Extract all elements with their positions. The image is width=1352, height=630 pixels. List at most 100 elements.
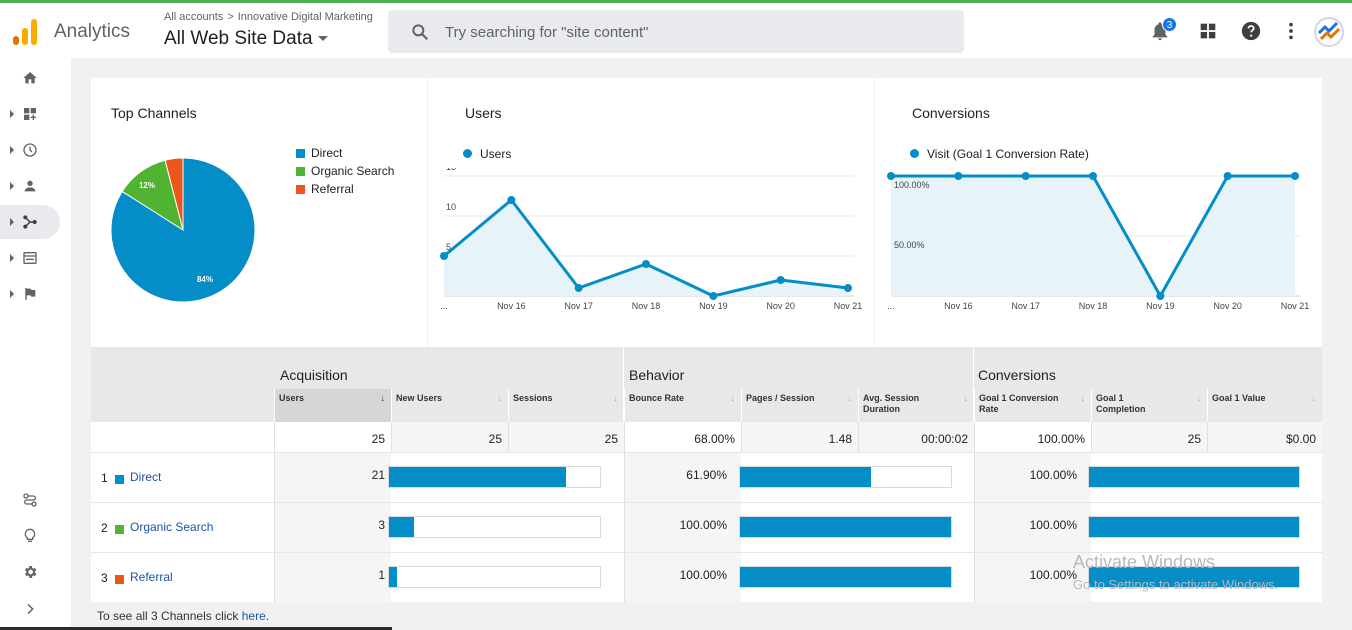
- nav-attribution[interactable]: [0, 483, 60, 517]
- users-legend[interactable]: Users: [463, 147, 511, 161]
- nav-admin[interactable]: [0, 555, 60, 589]
- conversion-rate-fill: [1089, 567, 1299, 587]
- col-sessions[interactable]: Sessions ↓: [508, 389, 624, 422]
- total-users: 25: [274, 422, 391, 452]
- search-input[interactable]: [445, 20, 925, 44]
- data-point-7[interactable]: [844, 284, 852, 292]
- col-avg-session-duration[interactable]: Avg. Session Duration ↓: [858, 389, 974, 422]
- nav-discover[interactable]: [0, 519, 60, 553]
- total-avg-session-duration: 00:00:02: [858, 422, 974, 452]
- nav-expand[interactable]: [0, 592, 60, 626]
- group-acquisition: Acquisition: [280, 367, 348, 383]
- channel-swatch: [115, 575, 124, 584]
- data-point-1[interactable]: [440, 252, 448, 260]
- users-cell: 3: [274, 503, 391, 552]
- analytics-logo-icon[interactable]: [13, 17, 39, 45]
- avatar-logo-icon: [1317, 21, 1341, 41]
- row-index: 2: [101, 521, 108, 535]
- users-value: 1: [378, 568, 385, 582]
- col-users[interactable]: Users ↓: [274, 389, 391, 422]
- users-share-bar: [388, 566, 601, 588]
- data-point-5[interactable]: [709, 292, 718, 300]
- col-new-users[interactable]: New Users ↓: [391, 389, 508, 422]
- caret-down-icon: [317, 36, 328, 42]
- legend-item-referral[interactable]: Referral: [296, 182, 354, 196]
- data-point-6[interactable]: [1223, 172, 1232, 180]
- top-channels-card: Top Channels 84% 12% Direct Organic Searc…: [91, 78, 427, 347]
- col-label: Goal 1 Conversion Rate: [979, 393, 1059, 414]
- col-goal1-completion[interactable]: Goal 1 Completion ↓: [1091, 389, 1207, 422]
- data-point-2[interactable]: [507, 196, 516, 204]
- table-row[interactable]: 3 Referral 1 100.00% 100.00%: [91, 552, 1322, 602]
- property-selector[interactable]: All Web Site Data: [164, 28, 328, 50]
- pie-slice-referral[interactable]: [164, 157, 184, 231]
- data-point-6[interactable]: [776, 276, 785, 284]
- data-point-4[interactable]: [1089, 172, 1097, 180]
- data-point-2[interactable]: [954, 172, 963, 180]
- apps-grid-icon[interactable]: [1197, 20, 1219, 42]
- group-conversions: Conversions: [978, 367, 1056, 383]
- breadcrumb-root[interactable]: All accounts: [164, 11, 224, 23]
- data-point-3[interactable]: [1021, 172, 1030, 180]
- card-title: Top Channels: [111, 105, 197, 121]
- y-tick-label: 10: [446, 202, 456, 212]
- bounce-rate-bar: [739, 466, 952, 488]
- sort-desc-icon: ↓: [1311, 393, 1317, 403]
- pie-label-organic-search: 12%: [139, 181, 155, 190]
- conversion-rate-cell: 100.00%: [974, 453, 1091, 502]
- table-row[interactable]: 2 Organic Search 3 100.00% 100.00%: [91, 502, 1322, 552]
- breadcrumb-account[interactable]: Innovative Digital Marketing: [237, 11, 373, 23]
- table-row[interactable]: 1 Direct 21 61.90% 100.00%: [91, 452, 1322, 502]
- data-point-1[interactable]: [887, 172, 895, 180]
- users-share-fill: [389, 517, 414, 537]
- breadcrumb[interactable]: All accounts > Innovative Digital Marketin…: [164, 11, 373, 23]
- conversions-line-chart[interactable]: 100.00% 50.00%... Nov 16 Nov 17 Nov 18 Nov 19…: [875, 168, 1322, 318]
- nav-conversions[interactable]: [0, 277, 60, 311]
- bounce-rate-fill: [740, 517, 951, 537]
- data-point-5[interactable]: [1156, 292, 1165, 300]
- data-point-3[interactable]: [574, 284, 583, 292]
- y-tick-label: 50.00%: [894, 240, 925, 250]
- data-point-7[interactable]: [1291, 172, 1299, 180]
- col-label: Avg. Session Duration: [863, 393, 920, 414]
- x-tick-label: Nov 21: [1281, 301, 1310, 311]
- total-pages-session: 1.48: [741, 422, 858, 452]
- see-all-channels-link[interactable]: here: [241, 609, 266, 623]
- footer-note-prefix: To see all 3 Channels click: [97, 609, 242, 623]
- nav-customization[interactable]: [0, 97, 60, 131]
- legend-item-direct[interactable]: Direct: [296, 146, 342, 160]
- channel-link[interactable]: Direct: [130, 470, 162, 484]
- help-icon[interactable]: [1240, 20, 1262, 42]
- conversions-legend[interactable]: Visit (Goal 1 Conversion Rate): [910, 147, 1089, 161]
- more-vert-icon[interactable]: [1280, 20, 1302, 42]
- nav-audience[interactable]: [0, 169, 60, 203]
- account-avatar[interactable]: [1314, 17, 1344, 47]
- col-goal1-conversion-rate[interactable]: Goal 1 Conversion Rate ↓: [974, 389, 1091, 422]
- sort-desc-icon: ↓: [730, 393, 736, 403]
- col-pages-session[interactable]: Pages / Session ↓: [741, 389, 858, 422]
- top-accent-line: [0, 0, 1352, 3]
- sort-desc-icon: ↓: [1196, 393, 1202, 403]
- conversions-icon: [25, 288, 36, 300]
- x-tick-label: Nov 17: [564, 301, 593, 311]
- nav-acquisition[interactable]: [0, 205, 60, 239]
- channel-link[interactable]: Organic Search: [130, 520, 214, 534]
- data-point-4[interactable]: [642, 260, 650, 268]
- channel-swatch: [115, 475, 124, 484]
- col-goal1-value[interactable]: Goal 1 Value ↓: [1207, 389, 1322, 422]
- search-bar[interactable]: [388, 10, 964, 53]
- channel-link[interactable]: Referral: [130, 570, 173, 584]
- legend-swatch: [296, 185, 305, 194]
- col-bounce-rate[interactable]: Bounce Rate ↓: [624, 389, 741, 422]
- conversion-rate-cell: 100.00%: [974, 503, 1091, 552]
- legend-item-organic-search[interactable]: Organic Search: [296, 164, 394, 178]
- nav-behavior[interactable]: [0, 241, 60, 275]
- left-nav: [0, 58, 72, 630]
- users-value: 21: [371, 468, 385, 482]
- row-index: 1: [101, 471, 108, 485]
- nav-home[interactable]: [0, 61, 60, 95]
- footer-note-suffix: .: [265, 609, 270, 623]
- users-line-chart[interactable]: 15 10 5... Nov 16 Nov 17 Nov 18 Nov 19 Nov 20 No…: [428, 168, 874, 318]
- channels-pie-chart[interactable]: 84% 12%: [109, 156, 257, 304]
- nav-realtime[interactable]: [0, 133, 60, 167]
